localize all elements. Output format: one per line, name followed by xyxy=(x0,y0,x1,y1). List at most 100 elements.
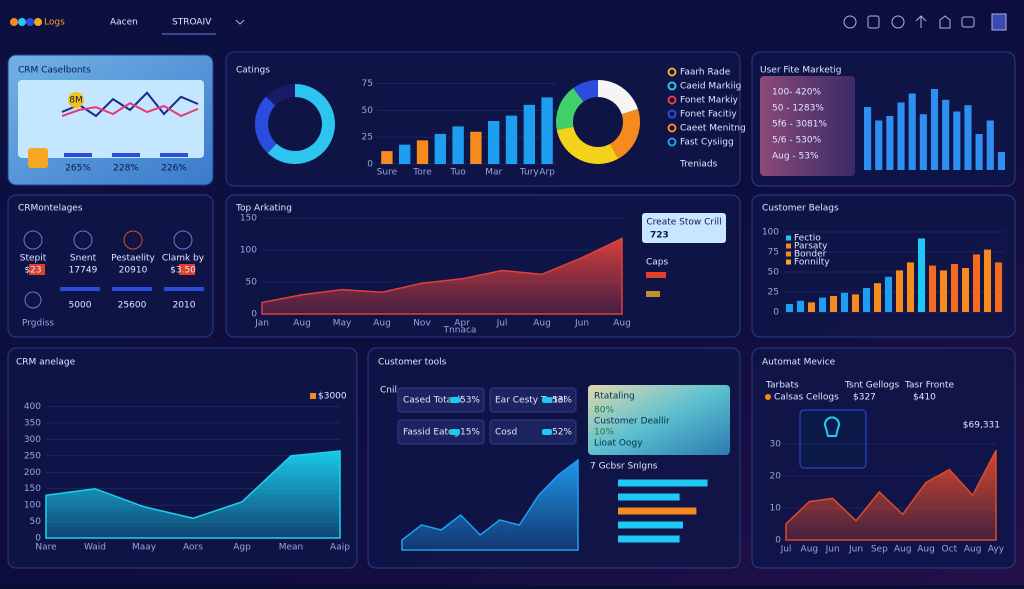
chevron[interactable] xyxy=(235,19,245,25)
y-tick-label: 100 xyxy=(24,501,41,511)
y-tick-label: 25 xyxy=(362,133,373,143)
icon[interactable] xyxy=(961,16,975,28)
total: 25600 xyxy=(118,301,147,311)
card-value: 52% xyxy=(552,428,572,438)
bar xyxy=(785,304,794,312)
bar xyxy=(818,297,827,312)
bar xyxy=(928,265,937,312)
panel-title: Customer tools xyxy=(378,358,447,368)
x-tick-label: Agp xyxy=(233,543,251,553)
x-tick-label: Jun xyxy=(574,319,589,329)
bar xyxy=(930,89,939,170)
card-bar xyxy=(542,429,552,435)
donut-segment xyxy=(265,84,295,106)
panel-title: CRM anelage xyxy=(16,358,76,368)
legend-swatch xyxy=(667,109,677,119)
value: $69,331 xyxy=(963,421,1000,431)
panel-title: User Fite Marketig xyxy=(760,66,841,76)
dot xyxy=(765,394,771,400)
bar xyxy=(875,120,883,170)
icon[interactable] xyxy=(891,15,905,29)
y-tick-label: 400 xyxy=(24,402,41,412)
nav-item[interactable]: STROAIV xyxy=(172,18,212,28)
bar xyxy=(919,114,927,170)
progress xyxy=(112,153,140,157)
nav-item[interactable]: Aacen xyxy=(110,18,138,28)
area xyxy=(401,458,579,551)
panel xyxy=(7,194,214,338)
bar xyxy=(618,521,683,529)
legend-label: Bonder xyxy=(794,250,827,260)
stat-card xyxy=(642,213,726,243)
legend-swatch xyxy=(667,123,677,133)
footer: Treniads xyxy=(679,160,718,170)
bar xyxy=(541,97,553,164)
panel-title: Top Arkating xyxy=(235,204,292,214)
progress xyxy=(160,153,188,157)
icon[interactable] xyxy=(939,15,951,29)
y-tick-label: 200 xyxy=(24,468,41,478)
y-tick-label: 20 xyxy=(770,472,782,482)
progress xyxy=(112,287,152,291)
progress xyxy=(64,153,92,157)
bar xyxy=(416,140,429,164)
icon xyxy=(173,230,193,250)
bar xyxy=(851,294,860,312)
legend-label: Caeid Markiig xyxy=(680,82,741,92)
bar xyxy=(986,120,994,170)
icon[interactable] xyxy=(915,15,927,28)
bar xyxy=(975,134,983,170)
bar xyxy=(399,144,411,164)
panel-title: Customer Belags xyxy=(762,204,839,214)
item-label: Clamk by xyxy=(162,254,205,264)
row-cell: Calsas Cellogs xyxy=(774,393,839,403)
bar xyxy=(997,152,1005,170)
x-tick-label: Waid xyxy=(84,543,106,553)
legend-swatch xyxy=(667,137,677,147)
legend-swatch xyxy=(667,81,677,91)
panel xyxy=(751,194,1016,338)
y-tick-label: 0 xyxy=(367,160,373,170)
x-tick-label: Aug xyxy=(533,319,551,329)
legend-swatch xyxy=(786,243,791,249)
card-bar xyxy=(450,397,460,403)
legend-label: Parsaty xyxy=(794,242,828,252)
row: 5f6 - 3081% xyxy=(772,120,827,130)
bar xyxy=(886,116,894,170)
legend-swatch xyxy=(786,235,791,241)
bar xyxy=(942,99,950,170)
x-tick-label: Sep xyxy=(871,545,888,555)
icon[interactable] xyxy=(867,15,880,29)
stat: 226% xyxy=(161,164,187,174)
y-tick-label: 50 xyxy=(362,106,374,116)
y-tick-label: 250 xyxy=(24,451,41,461)
legend-label: Fonnilty xyxy=(794,258,830,268)
card-value: 53% xyxy=(552,396,572,406)
logo-dot xyxy=(10,18,18,26)
icon[interactable] xyxy=(843,15,857,29)
mini-bar xyxy=(646,272,666,278)
y-tick-label: 0 xyxy=(35,534,41,544)
legend-label: Caeet Menitng xyxy=(680,124,746,134)
row-cell: $327 xyxy=(853,393,876,403)
x-tick-label: Nare xyxy=(35,543,57,553)
x-tick-label: Nov xyxy=(413,319,431,329)
x-tick-label: Apr xyxy=(454,319,470,329)
y-tick-label: 75 xyxy=(768,248,779,258)
x-tick-label: Jan xyxy=(254,319,269,329)
row-cell: Tarbats xyxy=(765,381,799,391)
highlight xyxy=(760,76,855,176)
card xyxy=(397,419,485,445)
card-label: Create Stow Crill xyxy=(646,218,721,228)
header-icons[interactable] xyxy=(235,13,1007,31)
bar xyxy=(895,270,904,312)
bar xyxy=(950,264,959,312)
promo-line: Customer Deallir xyxy=(594,417,670,427)
side-label: Caps xyxy=(646,258,669,268)
row: 50 - 1283% xyxy=(772,104,824,114)
y-tick-label: 350 xyxy=(24,419,41,429)
icon[interactable] xyxy=(991,13,1007,31)
bar xyxy=(884,276,893,312)
logo-dot xyxy=(26,18,34,26)
bar xyxy=(618,535,680,543)
